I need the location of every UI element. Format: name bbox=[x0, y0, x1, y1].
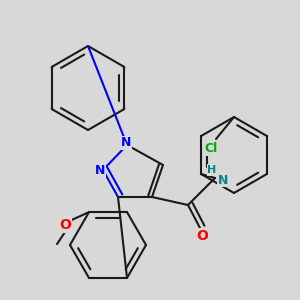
Text: N: N bbox=[218, 173, 228, 187]
Text: Cl: Cl bbox=[204, 142, 218, 155]
Text: O: O bbox=[196, 229, 208, 243]
Text: N: N bbox=[95, 164, 105, 178]
Text: N: N bbox=[121, 136, 131, 149]
Text: H: H bbox=[207, 165, 217, 175]
Text: O: O bbox=[59, 218, 71, 232]
